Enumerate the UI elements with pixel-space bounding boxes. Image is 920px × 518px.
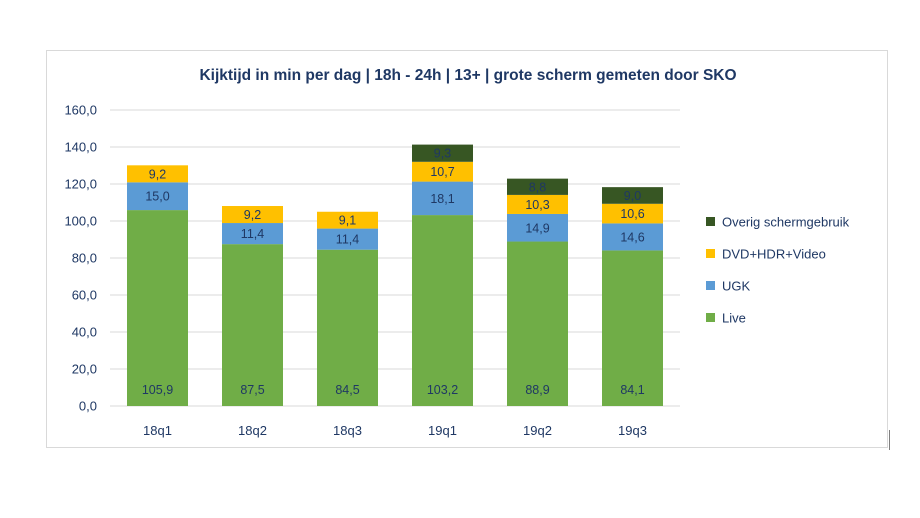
y-tick-label: 40,0 [72,325,97,340]
data-label: 8,8 [529,180,546,194]
data-label: 88,9 [525,383,549,397]
bar-segment [317,211,378,229]
legend: Overig schermgebruik DVD+HDR+Video UGK Live [706,215,850,326]
data-label: 10,6 [620,207,644,221]
y-tick-label: 140,0 [64,140,97,155]
bar-segment [507,194,568,214]
data-label: 11,4 [241,227,264,241]
data-label: 18,1 [430,192,454,206]
legend-swatch [706,217,715,226]
x-tick-label: 18q1 [143,423,172,438]
y-tick-label: 120,0 [64,177,97,192]
bar-segment [222,206,283,224]
legend-label: Live [722,311,746,326]
bar-segment [412,215,473,406]
data-label: 84,5 [335,383,359,397]
bar-segment [222,244,283,406]
x-tick-label: 18q3 [333,423,362,438]
bar-segment [602,250,663,406]
bar-segment [602,187,663,204]
legend-swatch [706,281,715,290]
chart-frame [46,50,888,448]
data-label: 87,5 [240,383,264,397]
data-label: 9,2 [149,167,166,181]
bar-segment [602,223,663,251]
data-label: 11,4 [336,233,359,247]
x-tick-label: 19q3 [618,423,647,438]
data-label: 103,2 [427,383,458,397]
data-labels: 105,9 15,0 9,2 87,5 11,4 9,2 84,5 11,4 9,1 103,2 1… [142,147,645,397]
legend-swatch [706,249,715,258]
bar-segment [127,210,188,406]
y-axis-ticks: 0,0 20,0 40,0 60,0 80,0 100,0 120,0 140,0 160,0 [64,103,97,414]
data-label: 105,9 [142,383,173,397]
bar-segment [317,249,378,406]
y-tick-label: 0,0 [79,399,97,414]
legend-label: Overig schermgebruik [722,215,850,230]
y-tick-label: 60,0 [72,288,97,303]
bar-segment [412,144,473,162]
bar-segment [507,213,568,242]
bar-segment [412,161,473,182]
bar-segment [602,203,663,224]
bars [127,144,663,406]
data-label: 15,0 [145,190,169,204]
data-label: 10,3 [525,198,549,212]
data-label: 84,1 [620,383,644,397]
x-tick-label: 18q2 [238,423,267,438]
edge-mark [889,430,890,450]
bar-segment [127,165,188,183]
data-label: 10,7 [430,165,454,179]
data-label: 9,0 [624,189,641,203]
bar-segment [222,223,283,245]
data-label: 9,1 [339,214,356,228]
x-tick-label: 19q1 [428,423,457,438]
y-tick-label: 160,0 [64,103,97,118]
y-tick-label: 100,0 [64,214,97,229]
data-label: 14,9 [525,221,549,235]
bar-segment [317,228,378,250]
legend-label: UGK [722,279,751,294]
bar-segment [127,182,188,211]
gridlines [110,109,680,407]
data-label: 9,2 [244,208,261,222]
bar-segment [507,178,568,195]
y-tick-label: 20,0 [72,362,97,377]
x-tick-label: 19q2 [523,423,552,438]
data-label: 14,6 [620,230,644,244]
x-axis-ticks: 18q1 18q2 18q3 19q1 19q2 19q3 [143,423,647,438]
legend-swatch [706,313,715,322]
y-tick-label: 80,0 [72,251,97,266]
legend-label: DVD+HDR+Video [722,247,826,262]
data-label: 9,3 [434,147,451,161]
bar-segment [412,181,473,216]
bar-segment [507,241,568,406]
chart-title: Kijktijd in min per dag | 18h - 24h | 13… [199,67,736,84]
